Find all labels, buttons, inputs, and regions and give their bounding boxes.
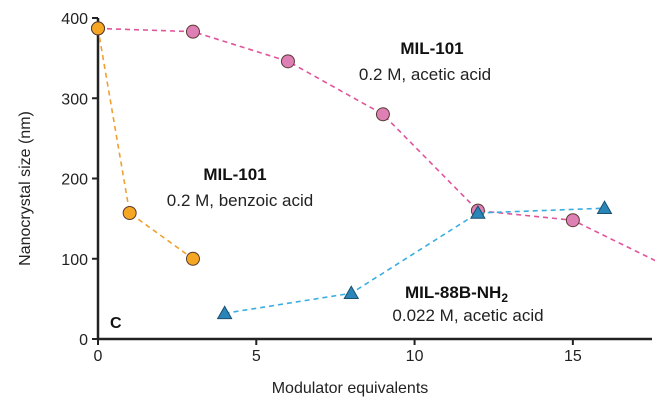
annotation-mil88-title-subscript: 2 — [501, 291, 508, 305]
annotation-mil88-title: MIL-88B-NH2 — [405, 283, 508, 305]
y-axis-label: Nanocrystal size (nm) — [17, 111, 34, 266]
series-mil88b-nh2-point — [470, 204, 486, 219]
y-tick-label: 300 — [61, 91, 88, 108]
y-tick-label: 100 — [61, 252, 88, 269]
annotation-mil88-title-main: MIL-88B-NH — [405, 283, 501, 302]
axes: 0 5 10 15 0 100 200 300 400 Modulator equivalents… — [17, 11, 652, 397]
y-tick-label: 0 — [79, 332, 88, 349]
y-tick-label: 400 — [61, 11, 88, 28]
x-tick-label: 5 — [252, 348, 261, 365]
annotation-acetic-condition: 0.2 M, acetic acid — [359, 65, 491, 84]
series-mil101-acetic-point — [185, 24, 200, 39]
series-mil88b-nh2-point — [216, 305, 233, 320]
y-tick-label: 200 — [61, 172, 88, 189]
series-mil101-benzoic-point — [91, 21, 105, 36]
series-mil101-acetic-point — [565, 213, 580, 228]
panel-label: C — [110, 315, 122, 332]
x-tick-label: 0 — [94, 348, 103, 365]
annotation-benzoic-condition: 0.2 M, benzoic acid — [167, 191, 313, 210]
series-mil101-benzoic-line — [97, 28, 194, 260]
series-mil101-benzoic-point — [122, 206, 137, 221]
series-mil101-benzoic — [91, 21, 200, 266]
series-mil101-benzoic-point — [185, 251, 200, 266]
series-mil101-acetic — [91, 21, 655, 262]
x-tick-label: 10 — [406, 348, 424, 365]
series-mil88b-nh2-line — [224, 207, 605, 315]
x-axis-label: Modulator equivalents — [272, 380, 429, 397]
series-mil101-acetic-point — [280, 54, 295, 69]
series-mil88b-nh2 — [216, 200, 613, 320]
annotation-mil88-condition: 0.022 M, acetic acid — [392, 306, 543, 325]
annotation-acetic-title: MIL-101 — [400, 39, 463, 58]
series-mil101-acetic-point — [375, 107, 390, 122]
x-tick-label: 15 — [564, 348, 582, 365]
series-layer — [91, 21, 655, 320]
annotations: MIL-101 0.2 M, acetic acid MIL-101 0.2 M… — [110, 39, 544, 332]
series-mil88b-nh2-point — [596, 200, 613, 214]
annotation-benzoic-title: MIL-101 — [203, 165, 266, 184]
series-mil88b-nh2-point — [343, 285, 360, 300]
